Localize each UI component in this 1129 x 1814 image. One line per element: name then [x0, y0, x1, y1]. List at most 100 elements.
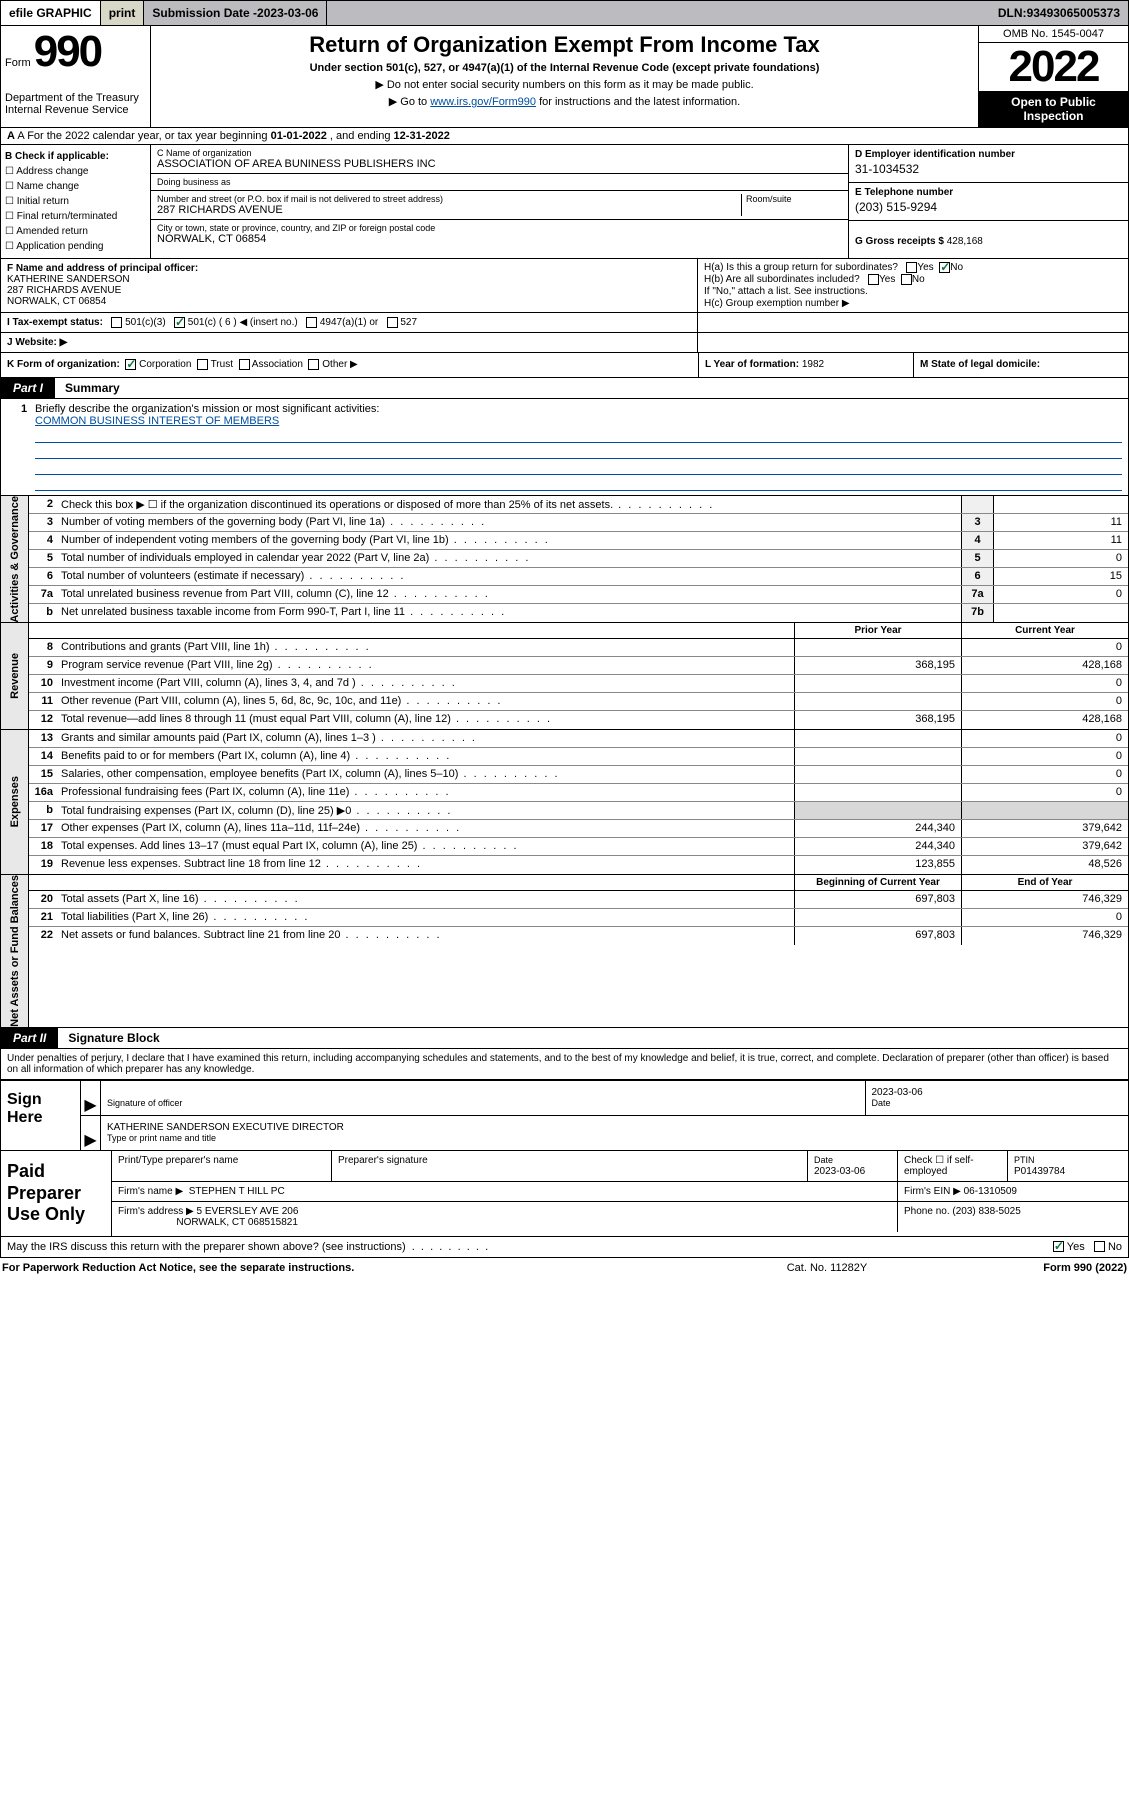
section-deg: D Employer identification number 31-1034…: [848, 145, 1128, 258]
discuss-yes[interactable]: [1053, 1241, 1064, 1252]
tax-exempt-status: I Tax-exempt status: 501(c)(3) 501(c) ( …: [1, 313, 698, 332]
principal-officer: F Name and address of principal officer:…: [1, 259, 698, 312]
mission-text[interactable]: COMMON BUSINESS INTEREST OF MEMBERS: [35, 415, 279, 427]
department: Department of the Treasury Internal Reve…: [5, 92, 146, 116]
section-c: C Name of organization ASSOCIATION OF AR…: [151, 145, 848, 258]
gov-line-3: 3Number of voting members of the governi…: [29, 514, 1128, 532]
rev-line-10: 10Investment income (Part VIII, column (…: [29, 675, 1128, 693]
form-header: Form 990 Department of the Treasury Inte…: [0, 26, 1129, 128]
k-trust[interactable]: [197, 359, 208, 370]
section-revenue: Revenue Prior Year Current Year 8Contrib…: [0, 623, 1129, 730]
ha-yes[interactable]: [906, 262, 917, 273]
part-1-header: Part I Summary: [0, 378, 1129, 399]
print-button[interactable]: print: [101, 1, 145, 25]
ein-cell: D Employer identification number 31-1034…: [848, 145, 1128, 183]
rev-line-9: 9Program service revenue (Part VIII, lin…: [29, 657, 1128, 675]
sign-date: 2023-03-06 Date: [866, 1081, 1129, 1115]
row-j: J Website: ▶: [0, 333, 1129, 353]
org-name-box: C Name of organization ASSOCIATION OF AR…: [151, 145, 848, 174]
firm-address: Firm's address ▶ 5 EVERSLEY AVE 206 NORW…: [112, 1202, 898, 1232]
section-governance: Activities & Governance 2Check this box …: [0, 496, 1129, 624]
check-initial-return[interactable]: Initial return: [5, 194, 146, 209]
mission-block: 1 Briefly describe the organization's mi…: [0, 399, 1129, 496]
h-a: H(a) Is this a group return for subordin…: [704, 262, 1122, 273]
i-527[interactable]: [387, 317, 398, 328]
exp-line-15: 15Salaries, other compensation, employee…: [29, 766, 1128, 784]
part-2-header: Part II Signature Block: [0, 1028, 1129, 1049]
discuss-no[interactable]: [1094, 1241, 1105, 1252]
k-corp[interactable]: [125, 359, 136, 370]
signature-block: Under penalties of perjury, I declare th…: [0, 1049, 1129, 1151]
header-right: OMB No. 1545-0047 2022 Open to Public In…: [978, 26, 1128, 127]
submission-date: Submission Date - 2023-03-06: [144, 1, 327, 25]
city-box: City or town, state or province, country…: [151, 220, 848, 248]
section-h: H(a) Is this a group return for subordin…: [698, 259, 1128, 312]
ptin: PTIN P01439784: [1008, 1151, 1128, 1181]
info-block: B Check if applicable: Address change Na…: [0, 145, 1129, 259]
rev-line-8: 8Contributions and grants (Part VIII, li…: [29, 639, 1128, 657]
check-application-pending[interactable]: Application pending: [5, 239, 146, 254]
prep-date: Date 2023-03-06: [808, 1151, 898, 1181]
section-expenses: Expenses 13Grants and similar amounts pa…: [0, 730, 1129, 875]
gov-line-b: bNet unrelated business taxable income f…: [29, 604, 1128, 622]
form-number: 990: [34, 27, 101, 76]
h-b: H(b) Are all subordinates included? Yes …: [704, 274, 1122, 285]
exp-line-19: 19Revenue less expenses. Subtract line 1…: [29, 856, 1128, 874]
firm-phone: Phone no. (203) 838-5025: [898, 1202, 1128, 1232]
section-b-checks: B Check if applicable: Address change Na…: [1, 145, 151, 258]
row-klm: K Form of organization: Corporation Trus…: [0, 353, 1129, 377]
sign-here-label: Sign Here: [1, 1081, 81, 1150]
exp-line-17: 17Other expenses (Part IX, column (A), l…: [29, 820, 1128, 838]
k-other[interactable]: [308, 359, 319, 370]
hb-no[interactable]: [901, 274, 912, 285]
website: J Website: ▶: [1, 333, 698, 352]
i-501c[interactable]: [174, 317, 185, 328]
exp-line-16a: 16aProfessional fundraising fees (Part I…: [29, 784, 1128, 802]
tax-year: 2022: [979, 43, 1128, 91]
gov-line-7a: 7aTotal unrelated business revenue from …: [29, 586, 1128, 604]
net-line-20: 20Total assets (Part X, line 16)697,8037…: [29, 891, 1128, 909]
k-assoc[interactable]: [239, 359, 250, 370]
gov-line-5: 5Total number of individuals employed in…: [29, 550, 1128, 568]
irs-link[interactable]: www.irs.gov/Form990: [430, 96, 536, 108]
preparer-label: Paid Preparer Use Only: [1, 1151, 111, 1236]
hb-yes[interactable]: [868, 274, 879, 285]
firm-ein: Firm's EIN ▶ 06-1310509: [898, 1182, 1128, 1201]
inspection-badge: Open to Public Inspection: [979, 91, 1128, 127]
check-address-change[interactable]: Address change: [5, 164, 146, 179]
officer-name: KATHERINE SANDERSON EXECUTIVE DIRECTOR T…: [101, 1116, 1128, 1150]
row-i: I Tax-exempt status: 501(c)(3) 501(c) ( …: [0, 313, 1129, 333]
state-domicile: M State of legal domicile:: [913, 353, 1128, 376]
gross-receipts: 428,168: [947, 236, 983, 247]
address-box: Number and street (or P.O. box if mail i…: [151, 191, 848, 220]
net-line-22: 22Net assets or fund balances. Subtract …: [29, 927, 1128, 945]
gross-cell: G Gross receipts $ 428,168: [848, 221, 1128, 258]
gov-line-2: 2Check this box ▶ ☐ if the organization …: [29, 496, 1128, 514]
discuss-question: May the IRS discuss this return with the…: [0, 1237, 1129, 1258]
form-title: Return of Organization Exempt From Incom…: [157, 32, 972, 58]
form-version: Form 990 (2022): [927, 1262, 1127, 1274]
form-of-org: K Form of organization: Corporation Trus…: [1, 353, 698, 376]
row-i-right: [698, 313, 1128, 332]
check-name-change[interactable]: Name change: [5, 179, 146, 194]
ha-no[interactable]: [939, 262, 950, 273]
dba-box: Doing business as: [151, 174, 848, 191]
street-address: 287 RICHARDS AVENUE: [157, 204, 737, 216]
check-final-return[interactable]: Final return/terminated: [5, 209, 146, 224]
phone: (203) 515-9294: [855, 200, 1122, 214]
i-501c3[interactable]: [111, 317, 122, 328]
exp-line-13: 13Grants and similar amounts paid (Part …: [29, 730, 1128, 748]
exp-line-18: 18Total expenses. Add lines 13–17 (must …: [29, 838, 1128, 856]
officer-signature[interactable]: Signature of officer: [101, 1081, 866, 1115]
gov-line-4: 4Number of independent voting members of…: [29, 532, 1128, 550]
i-4947[interactable]: [306, 317, 317, 328]
topbar-spacer: [327, 1, 989, 25]
signature-arrow-icon: ▶: [81, 1081, 101, 1115]
name-arrow-icon: ▶: [81, 1116, 101, 1150]
phone-cell: E Telephone number (203) 515-9294: [848, 183, 1128, 221]
rev-line-12: 12Total revenue—add lines 8 through 11 (…: [29, 711, 1128, 729]
revenue-header: Prior Year Current Year: [29, 623, 1128, 639]
ein: 31-1034532: [855, 162, 1122, 176]
check-amended-return[interactable]: Amended return: [5, 224, 146, 239]
org-name: ASSOCIATION OF AREA BUNINESS PUBLISHERS …: [157, 158, 842, 170]
